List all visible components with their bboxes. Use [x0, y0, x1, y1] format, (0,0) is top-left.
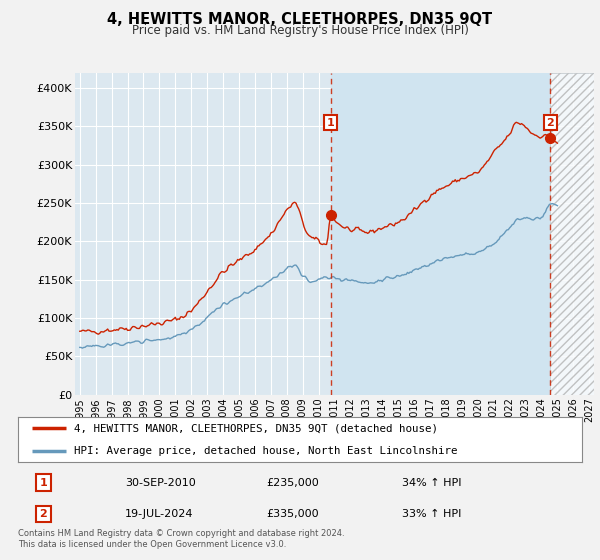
- Text: 1: 1: [40, 478, 47, 488]
- Text: 30-SEP-2010: 30-SEP-2010: [125, 478, 196, 488]
- Text: £235,000: £235,000: [266, 478, 319, 488]
- Text: 1: 1: [326, 118, 334, 128]
- Text: £335,000: £335,000: [266, 509, 319, 519]
- Text: Price paid vs. HM Land Registry's House Price Index (HPI): Price paid vs. HM Land Registry's House …: [131, 24, 469, 36]
- Text: 33% ↑ HPI: 33% ↑ HPI: [401, 509, 461, 519]
- Text: 2: 2: [40, 509, 47, 519]
- Text: 2: 2: [547, 118, 554, 128]
- Text: 34% ↑ HPI: 34% ↑ HPI: [401, 478, 461, 488]
- Text: 19-JUL-2024: 19-JUL-2024: [125, 509, 194, 519]
- Text: HPI: Average price, detached house, North East Lincolnshire: HPI: Average price, detached house, Nort…: [74, 446, 458, 456]
- Text: 4, HEWITTS MANOR, CLEETHORPES, DN35 9QT (detached house): 4, HEWITTS MANOR, CLEETHORPES, DN35 9QT …: [74, 423, 439, 433]
- Text: Contains HM Land Registry data © Crown copyright and database right 2024.
This d: Contains HM Land Registry data © Crown c…: [18, 529, 344, 549]
- Bar: [331, 73, 550, 395]
- Text: 4, HEWITTS MANOR, CLEETHORPES, DN35 9QT: 4, HEWITTS MANOR, CLEETHORPES, DN35 9QT: [107, 12, 493, 27]
- Bar: [550, 73, 594, 395]
